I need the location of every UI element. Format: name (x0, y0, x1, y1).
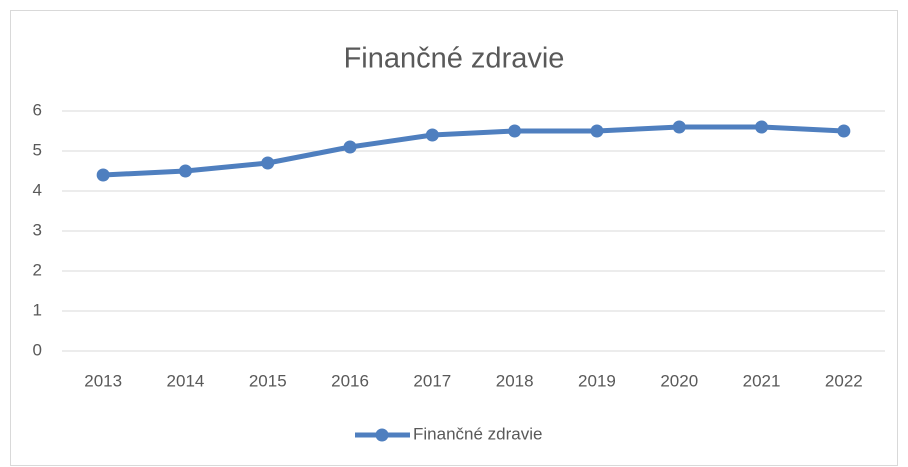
y-tick-label: 5 (33, 140, 42, 159)
series-line (100, 124, 847, 178)
chart-border (10, 10, 898, 466)
x-tick-label: 2013 (84, 371, 122, 390)
point (590, 124, 604, 138)
y-tick-label: 3 (33, 220, 42, 239)
y-tick-label: 2 (33, 260, 42, 279)
x-tick-label: 2022 (825, 371, 863, 390)
point (672, 120, 686, 134)
point (837, 124, 851, 138)
point (343, 140, 357, 154)
chart-title: Finančné zdravie (344, 43, 565, 75)
x-tick-label: 2014 (167, 371, 205, 390)
legend-label: Finančné zdravie (413, 424, 542, 443)
x-tick-label: 2018 (496, 371, 534, 390)
point (96, 168, 110, 182)
point (508, 124, 522, 138)
point (261, 156, 275, 170)
legend-marker (375, 428, 389, 442)
point (425, 128, 439, 142)
y-tick-label: 1 (33, 300, 42, 319)
y-tick-label: 4 (33, 180, 42, 199)
y-tick-label: 0 (33, 340, 42, 359)
x-tick-label: 2017 (413, 371, 451, 390)
y-tick-label: 6 (33, 100, 42, 119)
x-tick-label: 2021 (743, 371, 781, 390)
x-tick-label: 2020 (660, 371, 698, 390)
x-tick-label: 2015 (249, 371, 287, 390)
point (178, 164, 192, 178)
point (755, 120, 769, 134)
x-tick-label: 2019 (578, 371, 616, 390)
x-tick-label: 2016 (331, 371, 369, 390)
